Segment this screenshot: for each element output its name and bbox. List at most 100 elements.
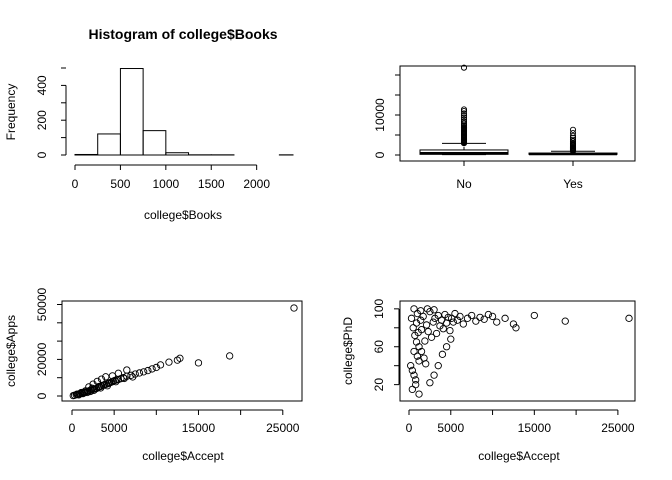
scatter-phd-point [426, 379, 434, 387]
scatter-phd-point [493, 318, 501, 326]
panel-scatter-phd: college$Accept college$PhD 0 5000 15000 250… [341, 299, 636, 463]
scatter-apps-point [148, 365, 156, 373]
scatter-phd-point [430, 371, 438, 379]
scatter-phd-frame [399, 300, 636, 402]
scatter-apps-point [123, 366, 131, 374]
scatter-phd-point [444, 313, 452, 322]
scatter-phd-x-label: college$Accept [478, 449, 560, 463]
box-outlier [569, 129, 577, 137]
scatter-apps-point [81, 387, 90, 395]
box-category-label: Yes [563, 177, 583, 191]
scatter-apps-x-tick-label: 5000 [101, 421, 128, 435]
scatter-apps-point [127, 371, 135, 379]
scatter-phd-point [625, 314, 633, 322]
histogram-bar [74, 153, 99, 156]
scatter-phd-point [434, 362, 442, 370]
histogram-x-tick-label: 1500 [198, 177, 225, 191]
scatter-phd-point [459, 320, 467, 328]
scatter-apps-point [156, 361, 165, 369]
scatter-phd-x-tick-label: 25000 [601, 421, 635, 435]
scatter-phd-point [447, 335, 455, 343]
scatter-phd-point [424, 327, 432, 336]
histogram-y-tick-label: 400 [35, 75, 49, 95]
scatter-apps-point [97, 384, 105, 392]
scatter-phd-y-tick-label: 60 [372, 340, 386, 354]
scatter-phd-point [442, 343, 451, 351]
box-outlier [460, 106, 468, 113]
scatter-apps-point [135, 369, 144, 377]
scatter-phd-point [472, 317, 480, 325]
scatter-apps-point [226, 352, 234, 360]
scatter-apps-point [112, 378, 120, 386]
scatter-phd-x-tick-label: 0 [406, 421, 413, 435]
histogram-x-tick-label: 500 [110, 177, 130, 191]
scatter-phd-point [408, 385, 416, 394]
scatter-phd-point [449, 318, 457, 326]
scatter-apps-point [165, 358, 173, 366]
box-y-tick-label: 0 [373, 151, 387, 158]
box-outlier [569, 126, 577, 133]
scatter-phd-point [407, 314, 416, 322]
box-category-label: No [456, 177, 472, 191]
panel-scatter-apps: college$Accept college$Apps 0 5000 15000 25… [4, 288, 303, 463]
box-outlier [569, 136, 577, 143]
scatter-apps-point [129, 373, 137, 381]
scatter-phd-point [422, 360, 430, 368]
scatter-apps-point [108, 372, 117, 380]
scatter-phd-y-tick-label: 20 [372, 378, 386, 392]
scatter-phd-y-label: college$PhD [341, 317, 355, 385]
box-outlier [460, 64, 468, 71]
scatter-apps-x-label: college$Accept [142, 449, 224, 463]
histogram-bar [165, 152, 190, 156]
scatter-phd-x-tick-label: 15000 [518, 421, 552, 435]
scatter-phd-x-tick-label: 5000 [437, 421, 464, 435]
scatter-apps-x-tick-label: 25000 [266, 421, 300, 435]
histogram-x-label: college$Books [144, 208, 222, 222]
panel-boxplot: No Yes 0 10000 [373, 64, 636, 191]
scatter-phd-point [407, 362, 415, 370]
scatter-apps-x-tick-label: 15000 [182, 421, 216, 435]
scatter-phd-y-tick-label: 100 [372, 299, 386, 319]
scatter-phd-point [410, 371, 418, 379]
scatter-apps-point [93, 377, 101, 386]
scatter-phd-point [415, 390, 423, 398]
scatter-apps-point [152, 363, 160, 372]
scatter-phd-point [422, 321, 431, 329]
scatter-phd-point [468, 311, 476, 320]
scatter-apps-point [119, 374, 128, 382]
scatter-phd-point [446, 326, 454, 335]
scatter-phd-point [484, 310, 493, 319]
scatter-phd-point [429, 318, 437, 326]
scatter-phd-point [501, 314, 509, 322]
scatter-phd-point [414, 328, 422, 337]
scatter-apps-point [88, 384, 96, 392]
scatter-phd-point [410, 347, 418, 356]
scatter-phd-point [430, 306, 438, 314]
scatter-apps-point [194, 359, 203, 367]
scatter-phd-point [410, 305, 418, 313]
scatter-phd-point [488, 312, 497, 321]
scatter-phd-point [413, 352, 422, 360]
scatter-apps-point [176, 354, 184, 362]
scatter-phd-point [561, 317, 569, 325]
scatter-apps-point [83, 388, 91, 397]
scatter-apps-y-tick-label: 50000 [35, 288, 49, 322]
histogram-y-tick-label: 200 [35, 110, 49, 130]
scatter-apps-point [95, 382, 103, 391]
box-y-tick-label: 10000 [373, 98, 387, 132]
scatter-phd-point [409, 324, 417, 332]
histogram-y-tick-label: 0 [35, 151, 49, 158]
scatter-apps-point [73, 390, 81, 398]
scatter-phd-point [530, 311, 538, 320]
box-outlier [569, 132, 577, 139]
scatter-phd-point [438, 350, 447, 358]
scatter-phd-point [509, 320, 518, 328]
scatter-apps-point [77, 388, 85, 397]
scatter-apps-point [69, 391, 77, 400]
scatter-phd-point [417, 347, 426, 356]
scatter-phd-point [439, 325, 447, 333]
histogram-x-tick-label: 0 [72, 177, 79, 191]
scatter-phd-point [456, 312, 464, 321]
